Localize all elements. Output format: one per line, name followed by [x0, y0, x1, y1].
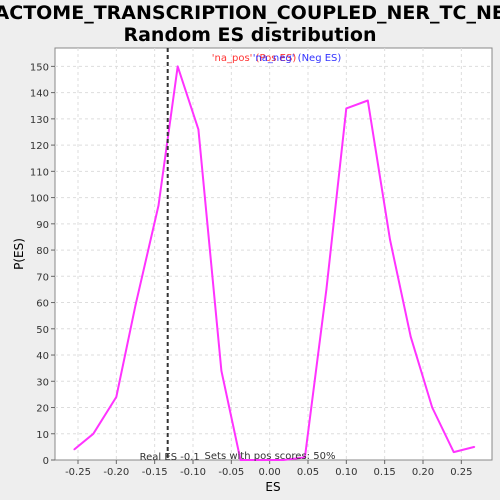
x-tick-label: 0.10: [335, 467, 357, 478]
y-tick-label: 10: [36, 430, 49, 441]
series-point: [197, 128, 200, 131]
series-point: [157, 204, 160, 207]
series-point: [431, 406, 434, 409]
series-point: [134, 304, 137, 307]
series-point: [304, 456, 306, 459]
x-tick-label: 0.15: [374, 467, 396, 478]
series-point: [325, 288, 328, 291]
series-point: [367, 99, 369, 102]
y-tick-label: 80: [36, 246, 49, 257]
series-point: [282, 459, 285, 461]
series-point: [409, 335, 412, 338]
series-point: [92, 433, 95, 435]
y-tick-label: 30: [36, 377, 49, 388]
y-tick-label: 60: [36, 299, 49, 310]
real-es-label: Real ES -0.1: [140, 452, 200, 463]
series-point: [73, 448, 75, 451]
y-tick-label: 150: [30, 62, 49, 73]
pos-scores-annotation: Sets with pos scores: 50%: [205, 451, 336, 462]
y-tick-label: 0: [43, 456, 49, 467]
x-tick-label: 0.00: [259, 467, 281, 478]
series-point: [220, 370, 223, 372]
y-tick-label: 70: [36, 272, 49, 283]
x-tick-label: 0.05: [297, 467, 319, 478]
axis-ticks: 0 10 20 30 40 50 60 70 80 90 100 110 120 130 140 150 -0.…: [30, 62, 473, 478]
series-point: [176, 65, 179, 68]
x-tick-label: -0.20: [103, 467, 129, 478]
x-tick-label: -0.05: [218, 467, 244, 478]
series-point: [115, 396, 118, 398]
y-tick-label: 130: [30, 115, 49, 126]
y-tick-label: 140: [30, 89, 49, 100]
y-tick-label: 100: [30, 194, 49, 205]
series-line: [73, 65, 475, 461]
y-tick-label: 90: [36, 220, 49, 231]
x-axis-label: ES: [265, 480, 280, 494]
grid-lines: [55, 48, 492, 460]
y-axis-label: P(ES): [12, 238, 26, 270]
series-point: [452, 451, 455, 453]
x-tick-label: -0.10: [180, 467, 206, 478]
legend-pos: 'na_pos' (Pos ES): [212, 53, 297, 64]
series-point: [239, 459, 242, 461]
plot-area: [54, 47, 493, 461]
legend-neg: 'na_neg' (Neg ES): [253, 53, 342, 64]
chart-title-line1: REACTOME_TRANSCRIPTION_COUPLED_NER_TC_NE…: [0, 2, 500, 24]
y-tick-label: 110: [30, 167, 49, 178]
x-tick-label: 0.20: [412, 467, 434, 478]
y-tick-label: 50: [36, 325, 49, 336]
series-point: [261, 459, 263, 461]
x-tick-label: 0.25: [450, 467, 472, 478]
x-tick-label: -0.25: [65, 467, 91, 478]
chart-title-line2: Random ES distribution: [123, 24, 376, 46]
y-tick-label: 20: [36, 404, 49, 415]
series-point: [345, 107, 348, 110]
y-tick-label: 120: [30, 141, 49, 152]
x-tick-label: -0.15: [142, 467, 168, 478]
series-lines: [73, 65, 476, 461]
series-point: [389, 238, 391, 241]
series-point: [473, 446, 476, 448]
y-tick-label: 40: [36, 351, 49, 362]
